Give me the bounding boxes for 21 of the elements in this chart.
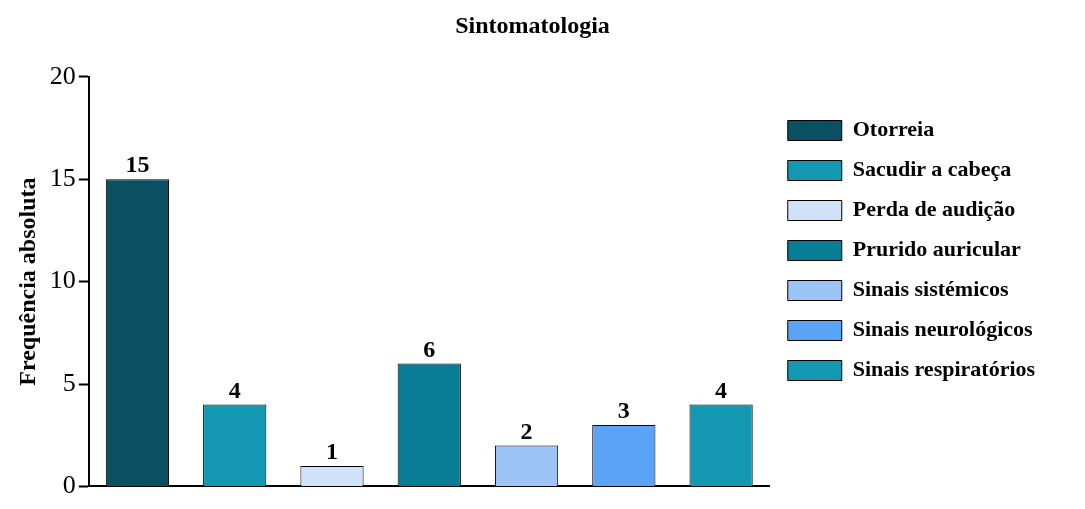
y-axis-title: Frequência absoluta [13, 177, 40, 386]
legend-label: Sinais sistémicos [852, 276, 1010, 302]
legend-label: Sinais neurológicos [852, 316, 1034, 342]
y-tick-label: 20 [49, 60, 76, 90]
y-tick-label: 15 [49, 163, 76, 193]
y-tick-label: 0 [62, 470, 76, 500]
legend-label: Otorreia [852, 116, 935, 142]
legend-label: Sacudir a cabeça [852, 156, 1012, 182]
data-label: 1 [326, 438, 338, 465]
legend-label: Perda de audição [852, 196, 1016, 222]
data-label: 6 [423, 335, 436, 362]
data-label: 3 [617, 397, 630, 424]
y-tick-label: 5 [62, 367, 76, 397]
legend-label: Sinais respiratórios [852, 356, 1036, 382]
data-label: 2 [520, 417, 533, 444]
data-label: 4 [228, 376, 241, 403]
data-label: 15 [125, 151, 150, 178]
chart-title: Sintomatologia [455, 11, 610, 38]
legend-label: Prurido auricular [852, 236, 1022, 262]
data-label: 4 [715, 376, 728, 403]
y-tick-label: 10 [49, 265, 76, 295]
